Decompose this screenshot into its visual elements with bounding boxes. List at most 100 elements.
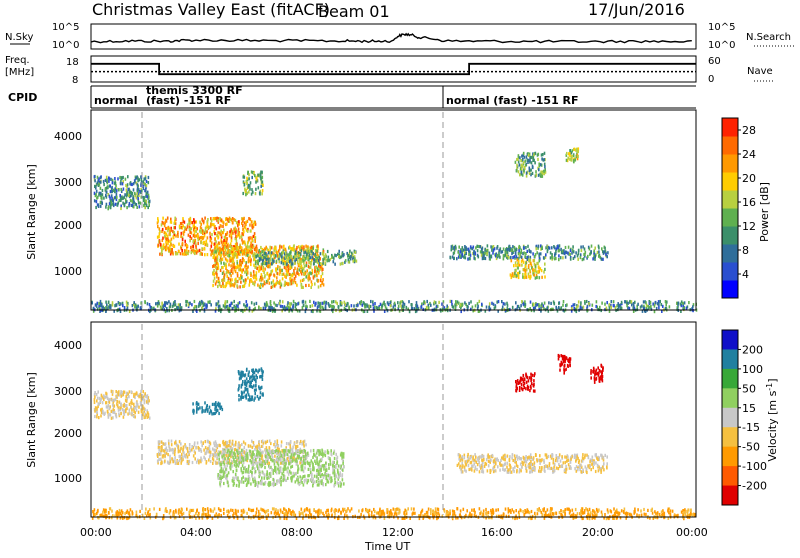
power-data-cell — [288, 269, 290, 272]
power-data-cell — [538, 153, 540, 156]
power-cb-segment — [722, 172, 738, 191]
power-data-cell — [218, 277, 220, 280]
power-data-cell — [517, 266, 519, 269]
vel-data-cell — [256, 465, 258, 468]
power-data-cell — [204, 217, 206, 220]
power-data-cell — [531, 161, 533, 164]
power-data-cell — [227, 218, 229, 221]
vel-data-cell — [115, 390, 117, 393]
power-data-cell — [470, 245, 472, 248]
power-data-cell — [120, 207, 122, 210]
power-data-cell — [260, 258, 262, 261]
power-data-cell — [231, 239, 233, 242]
vel-data-cell — [317, 463, 319, 466]
power-data-cell — [607, 251, 609, 254]
power-data-cell — [397, 301, 399, 304]
power-data-cell — [210, 248, 212, 251]
power-data-cell — [228, 263, 230, 266]
power-data-cell — [538, 308, 540, 311]
vel-data-cell — [252, 460, 254, 463]
power-data-cell — [216, 244, 218, 247]
power-data-cell — [229, 220, 231, 223]
power-data-cell — [287, 301, 289, 304]
vel-data-cell — [245, 442, 247, 445]
power-data-cell — [146, 192, 148, 195]
power-data-cell — [465, 248, 467, 251]
power-data-cell — [515, 161, 517, 164]
vel-data-cell — [274, 460, 276, 463]
power-data-cell — [254, 240, 256, 243]
power-data-cell — [486, 306, 488, 309]
vel-data-cell — [303, 444, 305, 447]
power-data-cell — [105, 206, 107, 209]
power-data-cell — [223, 221, 225, 224]
vel-data-cell — [206, 460, 208, 463]
power-data-cell — [403, 305, 405, 308]
vel-data-cell — [339, 465, 341, 468]
power-data-cell — [654, 305, 656, 308]
power-data-cell — [507, 248, 509, 251]
power-data-cell — [286, 263, 288, 266]
power-data-cell — [138, 201, 140, 204]
power-data-cell — [245, 226, 247, 229]
power-data-cell — [249, 284, 251, 287]
power-data-cell — [477, 249, 479, 252]
power-data-cell — [692, 305, 694, 308]
vel-data-cell — [269, 462, 271, 465]
power-data-cell — [313, 276, 315, 279]
power-data-cell — [519, 271, 521, 274]
power-data-cell — [287, 282, 289, 285]
power-data-cell — [458, 302, 460, 305]
power-data-cell — [114, 190, 116, 193]
power-data-cell — [312, 269, 314, 272]
power-data-cell — [188, 234, 190, 237]
vel-data-cell — [190, 449, 192, 452]
power-data-cell — [237, 246, 239, 249]
power-data-cell — [518, 249, 520, 252]
power-data-cell — [167, 229, 169, 232]
power-data-cell — [512, 306, 514, 309]
nsearch-label: N.Search — [746, 32, 791, 43]
power-data-cell — [320, 279, 322, 282]
vel-data-cell — [230, 452, 232, 455]
power-data-cell — [557, 245, 559, 248]
power-data-cell — [527, 250, 529, 253]
power-data-cell — [619, 304, 621, 307]
power-data-cell — [242, 218, 244, 221]
vel-data-cell — [325, 483, 327, 486]
power-data-cell — [203, 241, 205, 244]
power-data-cell — [193, 223, 195, 226]
power-data-cell — [300, 280, 302, 283]
power-data-cell — [589, 247, 591, 250]
power-data-cell — [550, 251, 552, 254]
power-data-cell — [597, 251, 599, 254]
power-data-cell — [227, 246, 229, 249]
vel-data-cell — [334, 465, 336, 468]
freq-right-tick-bottom: 0 — [708, 74, 714, 85]
power-data-cell — [131, 200, 133, 203]
noise-right-tick-top: 10^5 — [708, 22, 735, 33]
vel-data-cell — [209, 445, 211, 448]
power-data-cell — [523, 246, 525, 249]
power-data-cell — [680, 303, 682, 306]
power-data-cell — [322, 272, 324, 275]
power-data-cell — [223, 285, 225, 288]
power-data-cell — [259, 249, 261, 252]
vel-data-cell — [304, 475, 306, 478]
vel-data-cell — [179, 459, 181, 462]
power-data-cell — [229, 217, 231, 220]
vel-data-cell — [108, 404, 110, 407]
vel-data-cell — [114, 411, 116, 414]
power-data-cell — [525, 252, 527, 255]
vel-data-cell — [281, 444, 283, 447]
power-data-cell — [283, 273, 285, 276]
power-data-cell — [266, 258, 268, 261]
power-data-cell — [526, 172, 528, 175]
power-data-cell — [311, 283, 313, 286]
power-data-cell — [229, 304, 231, 307]
power-data-cell — [266, 280, 268, 283]
power-data-cell — [144, 177, 146, 180]
power-data-cell — [269, 274, 271, 277]
power-data-cell — [278, 255, 280, 258]
vel-data-cell — [194, 457, 196, 460]
